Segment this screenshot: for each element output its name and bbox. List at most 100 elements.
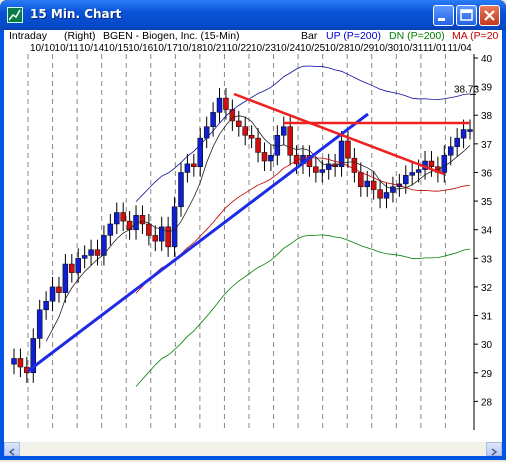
price-candle (146, 223, 152, 236)
price-candle (319, 169, 326, 173)
price-candle (49, 286, 56, 302)
price-candle (69, 263, 75, 273)
close-button[interactable] (479, 5, 500, 26)
price-tick-label: 38 (481, 111, 493, 122)
upper-band-line (135, 65, 471, 202)
price-tick-label: 31 (481, 312, 493, 323)
date-tick-label: 10/28 (325, 43, 350, 54)
price-candle (171, 206, 178, 248)
price-candle (101, 235, 107, 256)
price-tick-label: 28 (481, 397, 493, 408)
date-tick-label: 10/22 (226, 43, 251, 54)
maximize-icon (460, 9, 473, 21)
price-candle (114, 212, 120, 225)
price-tick-label: 36 (481, 168, 493, 179)
date-tick-label: 10/15 (104, 43, 129, 54)
price-candle (364, 180, 370, 188)
price-candle (81, 255, 88, 259)
date-tick-label: 10/16 (128, 43, 153, 54)
window-title: 15 Min. Chart (30, 7, 122, 21)
short-average-line (45, 115, 471, 342)
scroll-left-arrow[interactable] (4, 442, 20, 456)
price-tick-label: 30 (481, 340, 493, 351)
price-candle (338, 140, 345, 167)
price-candle (383, 192, 390, 199)
price-candle (120, 212, 126, 222)
date-tick-label: 11/01 (423, 43, 448, 54)
price-candle (236, 120, 242, 127)
price-candle (274, 135, 281, 156)
price-candle (268, 155, 274, 162)
price-tick-label: 32 (481, 283, 493, 294)
moving-average-label: MA (P=20 (452, 30, 499, 42)
minimize-button[interactable] (433, 5, 454, 26)
price-candle (139, 215, 146, 225)
price-candle (447, 146, 454, 156)
price-candle (223, 97, 229, 110)
price-candle (261, 152, 268, 162)
price-candle (62, 263, 69, 293)
date-tick-label: 10/23 (251, 43, 276, 54)
price-candle (17, 358, 24, 368)
price-candle (56, 286, 62, 293)
price-tick-label: 39 (481, 83, 493, 94)
chart-type-label: Bar (301, 30, 318, 42)
price-candle (248, 135, 255, 139)
date-tick-label: 10/25 (300, 43, 325, 54)
price-candle (467, 129, 473, 132)
price-candle (255, 137, 261, 153)
minimize-icon (438, 18, 445, 21)
chart-area[interactable]: Intraday (Right) BGEN - Biogen, Inc. (15… (4, 30, 502, 456)
date-tick-label: 10/30 (374, 43, 399, 54)
scroll-right-arrow[interactable] (486, 442, 502, 456)
date-tick-label: 10/24 (276, 43, 301, 54)
price-candle (370, 180, 377, 190)
price-candle (441, 155, 448, 173)
date-tick-label: 10/18 (177, 43, 202, 54)
chart-app-icon[interactable] (7, 7, 23, 23)
price-candle (210, 112, 216, 127)
price-candle (415, 169, 422, 173)
price-candle (454, 137, 460, 147)
price-candle (403, 175, 409, 185)
price-candle (88, 249, 94, 256)
price-candle (36, 309, 43, 339)
moving-average-line (135, 157, 471, 294)
price-candle (75, 258, 81, 273)
price-candle (229, 109, 236, 122)
price-candle (11, 358, 17, 365)
price-candle (197, 137, 204, 167)
blue-trendline (27, 112, 369, 373)
price-candle (158, 226, 165, 242)
date-tick-label: 10/17 (153, 43, 178, 54)
price-candle (30, 338, 37, 374)
maximize-button[interactable] (456, 5, 477, 26)
price-candle (165, 226, 171, 248)
price-candle (280, 126, 287, 136)
upper-band-label: UP (P=200) (326, 30, 381, 42)
price-candle (351, 157, 358, 173)
price-tick-label: 34 (481, 226, 493, 237)
price-candle (216, 97, 223, 113)
price-candle (107, 223, 114, 236)
price-candle (325, 163, 332, 170)
price-candle (242, 126, 248, 136)
horizontal-scrollbar[interactable] (4, 442, 502, 456)
date-tick-label: 10/31 (398, 43, 423, 54)
price-candle (287, 126, 293, 156)
price-candle (313, 166, 319, 173)
price-candle (358, 172, 364, 188)
axis-side-label: (Right) (64, 30, 96, 42)
title-bar[interactable]: 15 Min. Chart (0, 0, 506, 30)
price-candle (390, 186, 396, 193)
price-candle (345, 140, 351, 159)
price-chart: 10/10 10/11 10/14 10/15 10/16 10/17 10/18 10/21… (11, 43, 493, 430)
date-tick-label: 10/10 (30, 43, 55, 54)
symbol-label: BGEN - Biogen, Inc. (15-Min) (103, 30, 240, 42)
interval-label: Intraday (9, 30, 47, 42)
date-tick-label: 10/14 (79, 43, 104, 54)
lower-band-line (135, 234, 471, 387)
date-tick-label: 11/04 (447, 43, 472, 54)
price-candle (377, 189, 383, 199)
